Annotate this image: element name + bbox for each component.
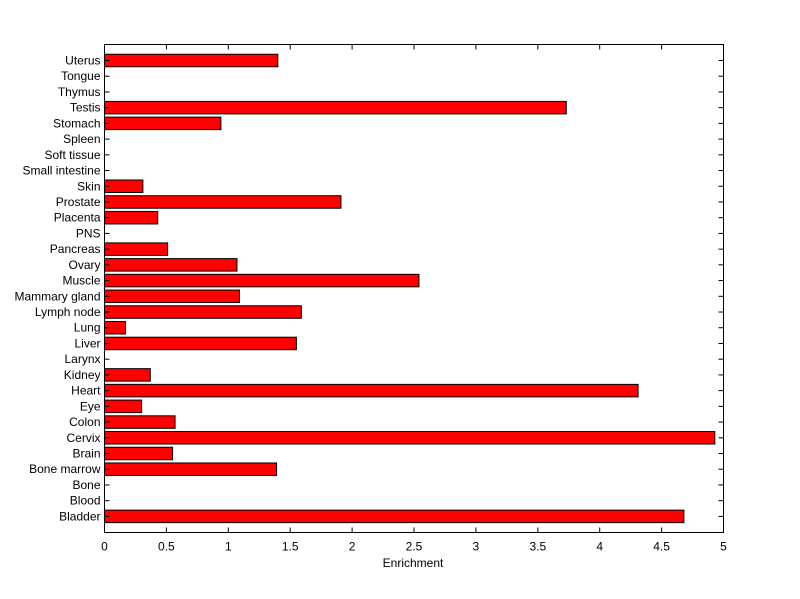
y-tick-label: Lymph node: [35, 305, 101, 319]
y-tick-label: Bone marrow: [29, 462, 101, 476]
y-tick-label: Muscle: [62, 274, 100, 288]
y-tick-label: Heart: [71, 384, 101, 398]
bar-stomach: [104, 116, 222, 131]
x-tick-label: 4.5: [653, 540, 670, 554]
bar-mammary-gland: [104, 289, 240, 304]
y-tick-label: Larynx: [64, 352, 100, 366]
x-tick-label: 4: [596, 540, 603, 554]
y-tick-label: Stomach: [53, 116, 100, 130]
bar-liver: [104, 336, 297, 351]
y-tick-label: Skin: [77, 179, 100, 193]
bar-heart: [104, 383, 639, 398]
y-tick-label: PNS: [76, 226, 101, 240]
y-tick-label: Kidney: [64, 368, 101, 382]
bar-prostate: [104, 195, 342, 209]
bar-bone-marrow: [104, 462, 278, 476]
x-tick-label: 3.5: [529, 540, 546, 554]
y-tick-label: Soft tissue: [44, 148, 100, 162]
y-tick-label: Prostate: [56, 195, 101, 209]
x-tick-label: 5: [720, 540, 727, 554]
y-tick-label: Lung: [74, 321, 101, 335]
bar-uterus: [104, 53, 279, 68]
y-tick-label: Spleen: [63, 132, 100, 146]
bar-colon: [104, 415, 176, 429]
bar-skin: [104, 179, 144, 194]
bar-bladder: [104, 509, 685, 524]
y-tick-label: Ovary: [68, 258, 100, 272]
x-tick-label: 2.5: [406, 540, 423, 554]
bar-eye: [104, 399, 143, 414]
bar-cervix: [104, 431, 716, 445]
bar-lymph-node: [104, 305, 302, 319]
y-tick-label: Bladder: [59, 509, 100, 523]
x-tick-label: 1.5: [282, 540, 299, 554]
bar-ovary: [104, 258, 238, 272]
y-tick-label: Colon: [69, 415, 100, 429]
y-tick-label: Mammary gland: [14, 289, 100, 303]
y-tick-label: Placenta: [54, 211, 101, 225]
y-tick-label: Brain: [72, 447, 100, 461]
bar-testis: [104, 100, 567, 115]
y-tick-label: Small intestine: [22, 164, 100, 178]
y-tick-label: Testis: [70, 101, 101, 115]
y-tick-label: Bone: [72, 478, 100, 492]
x-tick-label: 0.5: [158, 540, 175, 554]
y-tick-label: Blood: [70, 494, 101, 508]
y-tick-label: Tongue: [61, 69, 101, 83]
y-tick-label: Liver: [74, 336, 100, 350]
x-tick-label: 2: [349, 540, 356, 554]
bars-group: [104, 53, 716, 524]
x-axis-label: Enrichment: [383, 556, 444, 570]
bar-placenta: [104, 210, 159, 225]
bar-muscle: [104, 273, 420, 288]
x-axis: 0 0.5 1 1.5 2 2.5 3 3.5 4 4.5 5: [101, 44, 727, 554]
bar-brain: [104, 446, 174, 461]
bar-pancreas: [104, 242, 169, 256]
y-tick-label: Cervix: [66, 431, 100, 445]
y-tick-label: Thymus: [58, 85, 101, 99]
y-tick-label: Uterus: [65, 54, 100, 68]
bar-kidney: [104, 368, 151, 382]
y-tick-label: Pancreas: [50, 242, 101, 256]
x-tick-label: 3: [473, 540, 480, 554]
x-tick-label: 1: [225, 540, 232, 554]
x-tick-label: 0: [101, 540, 108, 554]
y-tick-label: Eye: [80, 399, 101, 413]
